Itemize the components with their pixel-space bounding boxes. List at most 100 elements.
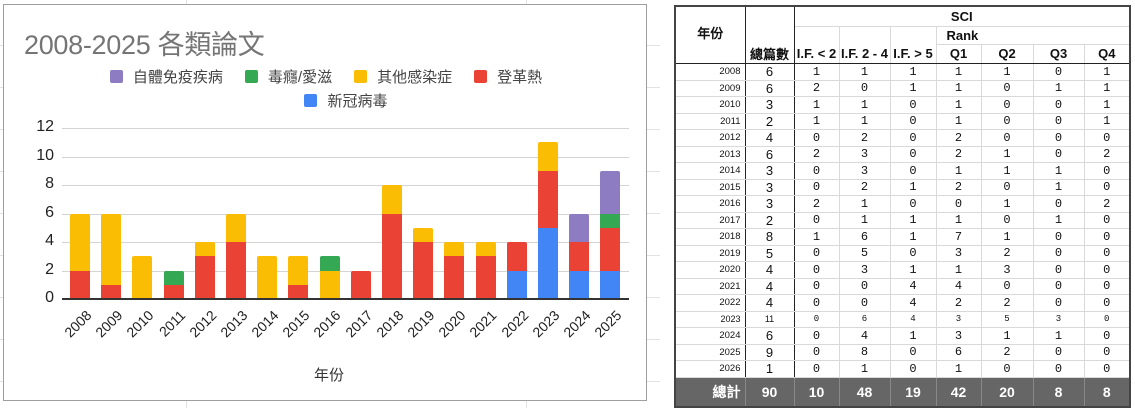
bar-segment[interactable]: [475, 256, 496, 299]
cell-q3: 0: [1032, 343, 1085, 361]
cell-year: 2020: [674, 261, 746, 279]
bar-2022[interactable]: [506, 242, 527, 299]
bar-segment[interactable]: [538, 170, 558, 228]
cell-q2: 2: [980, 294, 1034, 312]
table-row: 2013 6 2 3 0 2 1 0 2: [674, 145, 1131, 163]
cell-year: 2014: [674, 162, 746, 180]
bar-segment[interactable]: [288, 284, 309, 299]
bar-segment[interactable]: [226, 213, 246, 242]
cell-q2: 0: [980, 112, 1034, 130]
cell-if-lt2: 0: [793, 277, 840, 295]
header-q1: Q1: [935, 43, 982, 64]
bar-2014[interactable]: [257, 256, 278, 299]
cell-if-2-4: 3: [838, 261, 891, 279]
legend-item[interactable]: 新冠病毒: [304, 90, 388, 111]
y-tick-label: 0: [45, 289, 54, 306]
bar-segment[interactable]: [101, 284, 122, 299]
cell-if-lt2: 0: [793, 310, 840, 328]
bar-segment[interactable]: [538, 142, 558, 171]
legend-swatch-icon: [304, 94, 318, 107]
bar-2021[interactable]: [475, 242, 496, 299]
cell-total: 6: [744, 63, 795, 81]
bar-2013[interactable]: [226, 213, 246, 299]
bar-segment[interactable]: [194, 256, 215, 299]
legend-swatch-icon: [354, 70, 368, 83]
bar-2019[interactable]: [413, 227, 434, 299]
bar-segment[interactable]: [538, 227, 558, 299]
cell-if-2-4: 1: [838, 195, 891, 213]
bar-2017[interactable]: [350, 270, 371, 299]
cell-if-lt2: 0: [793, 129, 840, 147]
cell-q4: 1: [1083, 112, 1131, 130]
bar-segment[interactable]: [101, 213, 122, 285]
cell-q1: 1: [935, 112, 982, 130]
bar-segment[interactable]: [382, 185, 402, 214]
bar-2018[interactable]: [382, 185, 402, 299]
cell-if-gt5: 0: [889, 343, 937, 361]
bar-2020[interactable]: [444, 242, 465, 299]
bar-2011[interactable]: [163, 270, 184, 299]
bar-2016[interactable]: [319, 256, 340, 299]
bar-2025[interactable]: [600, 170, 621, 299]
cell-if-gt5: 0: [889, 360, 937, 378]
bar-segment[interactable]: [194, 242, 215, 257]
x-tick-label: 2020: [435, 307, 469, 341]
x-tick-label: 2011: [155, 307, 188, 340]
cell-if-gt5: 4: [889, 310, 937, 328]
bar-segment[interactable]: [288, 256, 309, 285]
bar-segment[interactable]: [163, 270, 184, 285]
bar-2008[interactable]: [70, 213, 90, 299]
bar-segment[interactable]: [569, 213, 590, 242]
bar-segment[interactable]: [600, 170, 621, 214]
bar-2010[interactable]: [132, 256, 153, 299]
bar-2023[interactable]: [538, 142, 558, 299]
cell-q2: 0: [980, 178, 1034, 196]
x-tick-label: 2009: [92, 307, 126, 341]
stacked-bar-chart[interactable]: 2008-2025 各類論文 自體免疫疾病 毒癮/愛滋 其他感染症 登革熱 新冠病毒 …: [3, 4, 647, 401]
bar-segment[interactable]: [70, 270, 90, 299]
legend-item[interactable]: 登革熱: [474, 66, 542, 87]
bar-segment[interactable]: [569, 270, 590, 299]
bar-segment[interactable]: [382, 213, 402, 299]
cell-if-2-4: 3: [838, 162, 891, 180]
bar-segment[interactable]: [319, 256, 340, 271]
cell-if-lt2: 1: [793, 63, 840, 81]
cell-if-gt5: 4: [889, 294, 937, 312]
cell-q1: 1: [935, 360, 982, 378]
bar-segment[interactable]: [506, 270, 527, 299]
bar-segment[interactable]: [257, 256, 278, 299]
bar-segment[interactable]: [163, 284, 184, 299]
cell-q4: 0: [1083, 211, 1131, 229]
bar-segment[interactable]: [569, 242, 590, 271]
bar-segment[interactable]: [132, 256, 153, 299]
bar-segment[interactable]: [413, 227, 434, 242]
cell-q1: 3: [935, 244, 982, 262]
bar-2009[interactable]: [101, 213, 122, 299]
bar-segment[interactable]: [413, 242, 434, 299]
bar-segment[interactable]: [444, 256, 465, 299]
bar-segment[interactable]: [600, 227, 621, 271]
table-row: 2015 3 0 2 1 2 0 1 0: [674, 178, 1131, 196]
cell-if-gt5: 1: [889, 178, 937, 196]
legend-item[interactable]: 其他感染症: [354, 66, 452, 87]
cell-q3: 1: [1032, 211, 1085, 229]
bar-segment[interactable]: [506, 242, 527, 271]
y-tick-label: 10: [36, 146, 54, 164]
legend-item[interactable]: 毒癮/愛滋: [244, 66, 332, 87]
bar-segment[interactable]: [600, 213, 621, 228]
totals-q4: 8: [1083, 376, 1131, 407]
bar-segment[interactable]: [70, 213, 90, 271]
x-tick-label: 2016: [310, 307, 344, 341]
bar-segment[interactable]: [350, 270, 371, 299]
bar-2012[interactable]: [194, 242, 215, 299]
bar-2024[interactable]: [569, 213, 590, 299]
bar-2015[interactable]: [288, 256, 309, 299]
legend-item[interactable]: 自體免疫疾病: [109, 66, 223, 87]
bar-segment[interactable]: [444, 242, 465, 257]
bar-segment[interactable]: [475, 242, 496, 257]
cell-total: 6: [744, 145, 795, 163]
bar-segment[interactable]: [226, 242, 246, 299]
bar-segment[interactable]: [319, 270, 340, 299]
bar-segment[interactable]: [600, 270, 621, 299]
header-year-cont: [674, 44, 746, 64]
